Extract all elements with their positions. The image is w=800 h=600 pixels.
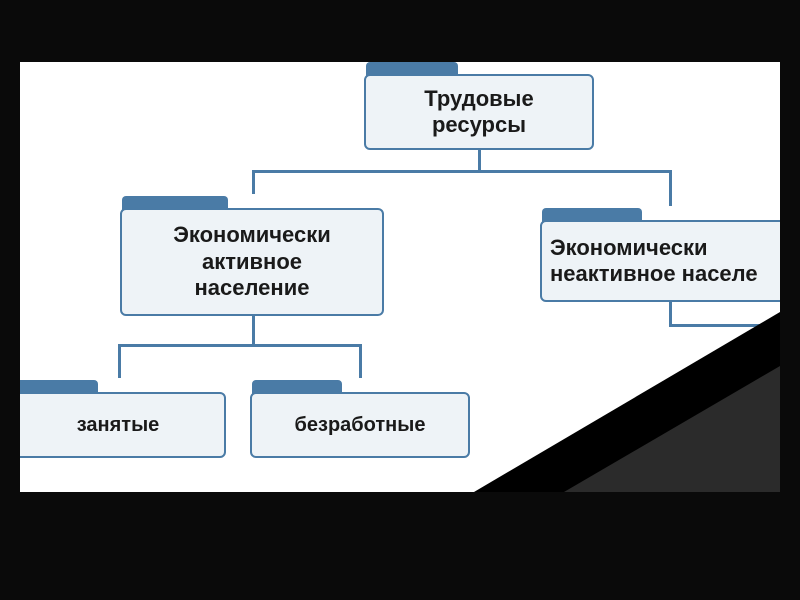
node-root-label: Трудовые ресурсы (424, 86, 533, 139)
corner-fold-mid (564, 366, 780, 492)
node-employed: занятые (20, 392, 226, 458)
connector-root-hbar (252, 170, 672, 173)
node-inactive: Экономически неактивное населе (540, 220, 780, 302)
node-active-label: Экономически активное население (173, 222, 331, 301)
connector-active-hbar (118, 344, 362, 347)
node-active-tab (122, 196, 228, 210)
node-root-tab (366, 62, 458, 76)
node-employed-tab (20, 380, 98, 394)
node-root: Трудовые ресурсы (364, 74, 594, 150)
node-unemployed-tab (252, 380, 342, 394)
node-inactive-label: Экономически неактивное населе (550, 235, 780, 288)
node-unemployed-label: безработные (295, 413, 426, 437)
connector-to-inactive (669, 170, 672, 206)
connector-to-employed (118, 344, 121, 378)
node-employed-label: занятые (77, 413, 160, 437)
connector-to-unemployed (359, 344, 362, 378)
node-inactive-tab (542, 208, 642, 222)
connector-root-down (478, 150, 481, 170)
slide-canvas: Трудовые ресурсы Экономически активное н… (20, 62, 780, 492)
connector-to-active (252, 170, 255, 194)
node-unemployed: безработные (250, 392, 470, 458)
connector-active-down (252, 316, 255, 344)
node-active: Экономически активное население (120, 208, 384, 316)
